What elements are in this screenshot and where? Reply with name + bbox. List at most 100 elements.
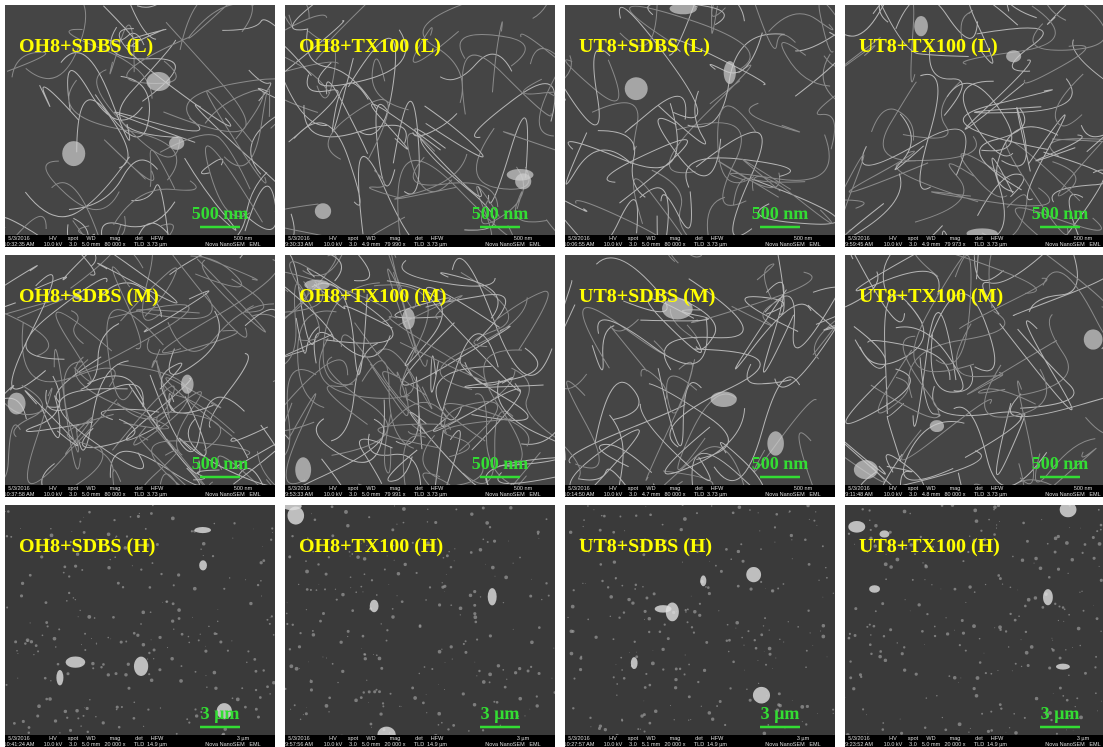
speck bbox=[1025, 631, 1027, 633]
speck bbox=[616, 664, 617, 665]
speck bbox=[287, 602, 288, 603]
speck bbox=[355, 591, 357, 593]
speck bbox=[775, 658, 776, 659]
speck bbox=[172, 602, 175, 605]
speck bbox=[621, 669, 623, 671]
speck bbox=[832, 709, 834, 711]
speck bbox=[997, 670, 998, 671]
speck bbox=[640, 714, 643, 717]
speck bbox=[364, 573, 366, 575]
speck bbox=[413, 696, 417, 700]
speck bbox=[621, 720, 623, 722]
speck bbox=[746, 689, 747, 690]
speck bbox=[260, 561, 263, 564]
scale-label: 500 nm bbox=[472, 203, 529, 223]
speck bbox=[854, 544, 855, 545]
speck bbox=[376, 654, 378, 656]
info-value: 5.0 mm bbox=[82, 242, 101, 248]
speck bbox=[1068, 674, 1070, 676]
speck bbox=[662, 668, 664, 670]
speck bbox=[13, 722, 16, 725]
speck bbox=[531, 579, 532, 580]
speck bbox=[306, 588, 309, 591]
speck bbox=[132, 565, 133, 566]
info-value: 3.73 µm bbox=[987, 242, 1007, 248]
speck bbox=[300, 719, 301, 720]
speck bbox=[644, 619, 645, 620]
speck bbox=[1008, 646, 1009, 647]
speck bbox=[816, 525, 817, 526]
speck bbox=[583, 526, 584, 527]
speck bbox=[20, 594, 23, 597]
particle bbox=[62, 141, 85, 166]
speck bbox=[128, 687, 131, 690]
speck bbox=[1062, 606, 1065, 609]
speck bbox=[573, 589, 575, 591]
particle bbox=[287, 507, 304, 525]
speck bbox=[92, 667, 94, 669]
speck bbox=[727, 624, 729, 626]
speck bbox=[21, 582, 24, 585]
speck bbox=[979, 661, 982, 664]
speck bbox=[363, 653, 365, 655]
speck bbox=[116, 709, 118, 711]
speck bbox=[604, 728, 607, 731]
speck bbox=[1099, 566, 1100, 567]
speck bbox=[438, 684, 439, 685]
speck bbox=[600, 563, 603, 566]
speck bbox=[616, 683, 618, 685]
speck bbox=[623, 677, 626, 680]
speck bbox=[1022, 522, 1025, 525]
lab: EML bbox=[529, 242, 540, 248]
instrument: Nova NanoSEM bbox=[765, 242, 805, 248]
speck bbox=[463, 643, 465, 645]
speck bbox=[870, 634, 871, 635]
particle bbox=[625, 77, 648, 100]
speck bbox=[1027, 664, 1030, 667]
speck bbox=[262, 669, 264, 671]
speck bbox=[1084, 672, 1087, 675]
speck bbox=[924, 564, 927, 567]
speck bbox=[1034, 563, 1035, 564]
speck bbox=[6, 607, 8, 609]
speck bbox=[599, 725, 602, 728]
speck bbox=[153, 648, 156, 651]
speck bbox=[121, 706, 123, 708]
info-value: 3.73 µm bbox=[147, 492, 167, 498]
speck bbox=[905, 599, 906, 600]
speck bbox=[742, 560, 745, 563]
speck bbox=[1065, 649, 1066, 650]
speck bbox=[738, 505, 742, 509]
speck bbox=[504, 576, 508, 580]
speck bbox=[687, 621, 689, 623]
speck bbox=[807, 610, 809, 612]
speck bbox=[305, 712, 308, 715]
speck bbox=[270, 539, 272, 541]
speck bbox=[800, 705, 804, 709]
speck bbox=[299, 668, 300, 669]
speck bbox=[619, 516, 621, 518]
speck bbox=[195, 671, 197, 673]
speck bbox=[91, 662, 94, 665]
speck bbox=[482, 729, 484, 731]
speck bbox=[631, 602, 634, 605]
scale-label: 3 µm bbox=[201, 703, 240, 723]
info-value: 5.0 mm bbox=[642, 242, 661, 248]
speck bbox=[674, 719, 675, 720]
speck bbox=[644, 731, 646, 733]
speck bbox=[149, 586, 152, 589]
speck bbox=[936, 695, 937, 696]
speck bbox=[684, 673, 686, 675]
speck bbox=[91, 638, 92, 639]
speck bbox=[730, 558, 732, 560]
lab: EML bbox=[1089, 492, 1100, 498]
speck bbox=[993, 505, 997, 509]
speck bbox=[74, 565, 77, 568]
info-value: TLD bbox=[694, 242, 704, 248]
speck bbox=[273, 634, 275, 636]
speck bbox=[1030, 645, 1034, 649]
speck bbox=[878, 655, 882, 659]
info-value: TLD bbox=[974, 742, 984, 747]
speck bbox=[965, 602, 966, 603]
